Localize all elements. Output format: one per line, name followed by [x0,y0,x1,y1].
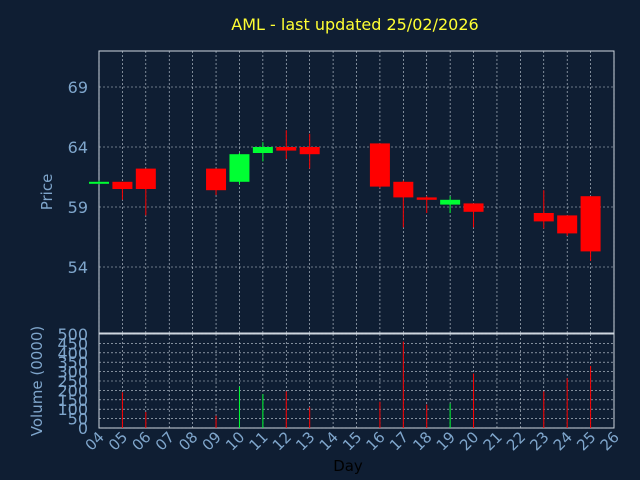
price-tick-label: 59 [68,198,88,217]
volume-tick-label: 500 [57,325,88,344]
volume-tick-label: 0 [78,419,88,438]
volume-tick-label: 200 [57,381,88,400]
price-axis-label: Price [38,174,56,211]
volume-tick-label: 100 [57,400,88,419]
x-tick-label: 20 [456,428,482,454]
candle-body [440,199,461,205]
x-tick-label: 13 [292,428,318,454]
candle-body [89,181,109,184]
x-tick-label: 26 [597,428,623,454]
x-tick-label: 25 [573,428,599,454]
candle-body [580,196,601,252]
candle-body [533,213,554,222]
x-tick-label: 11 [245,428,271,454]
volume-axis-label: Volume (0000) [28,326,46,436]
price-panel: 54 59 64 69 Price [38,50,615,334]
x-tick-label: 16 [363,428,389,454]
candle-body [393,181,414,198]
volume-tick-label: 450 [57,334,88,353]
volume-bars [121,341,592,428]
volume-tick-label: 250 [57,372,88,391]
x-tick-label: 14 [316,428,342,454]
price-y-ticks: 54 59 64 69 [68,78,88,277]
volume-tick-label: 150 [57,391,88,410]
price-tick-label: 69 [68,78,88,97]
candles [89,130,601,261]
candle-body [416,197,437,200]
x-tick-label: 15 [339,428,365,454]
candle-body [206,168,227,191]
price-grid [98,51,615,333]
x-tick-label: 18 [409,428,435,454]
volume-tick-label: 350 [57,353,88,372]
x-tick-label: 09 [199,428,225,454]
x-tick-label: 05 [105,428,131,454]
x-tick-label: 24 [550,428,576,454]
x-tick-label: 12 [269,428,295,454]
x-tick-label: 07 [152,428,178,454]
candle-body [557,215,578,234]
price-tick-label: 54 [68,258,88,277]
candle-body [276,147,297,151]
candle-body [112,181,133,189]
price-tick-label: 64 [68,138,88,157]
volume-tick-label: 50 [68,410,88,429]
chart-title: AML - last updated 25/02/2026 [231,15,478,34]
x-axis-label: Day [333,457,363,475]
volume-tick-label: 300 [57,363,88,382]
x-axis-ticks: 0405060708091011121314151617181920212223… [82,428,623,454]
x-tick-label: 17 [386,428,412,454]
volume-tick-label: 400 [57,344,88,363]
candle-body [252,147,273,153]
candle-body [229,154,250,182]
volume-grid [98,333,615,429]
x-tick-label: 08 [175,428,201,454]
candle-body [463,203,484,212]
x-tick-label: 23 [526,428,552,454]
x-tick-label: 06 [128,428,154,454]
x-tick-label: 22 [503,428,529,454]
x-tick-label: 19 [433,428,459,454]
x-tick-label: 21 [480,428,506,454]
candle-body [135,168,156,189]
x-tick-label: 10 [222,428,248,454]
candle-body [299,147,320,155]
candle-body [369,143,390,187]
